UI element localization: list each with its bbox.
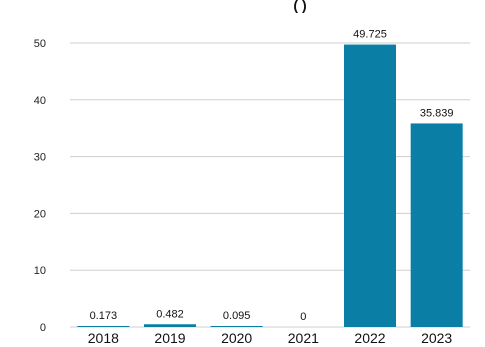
y-tick-label: 0 [40, 322, 46, 334]
x-tick-label-2018: 2018 [88, 330, 119, 346]
x-tick-label-2022: 2022 [354, 330, 385, 346]
data-label-2023: 35.839 [420, 107, 454, 119]
bars [77, 44, 463, 327]
data-label-2022: 49.725 [353, 29, 387, 41]
x-tick-label-2020: 2020 [221, 330, 252, 346]
y-axis: 0 10 20 30 40 50 [34, 38, 46, 334]
bar-2022 [344, 44, 396, 327]
chart-title-fragment: ( ) [293, 0, 306, 13]
y-tick-label: 50 [34, 38, 46, 50]
y-tick-label: 30 [34, 152, 46, 164]
gridlines [70, 42, 470, 328]
x-tick-label-2021: 2021 [288, 330, 319, 346]
data-label-2018: 0.173 [90, 310, 118, 322]
data-label-2019: 0.482 [156, 308, 184, 320]
x-tick-label-2023: 2023 [421, 330, 452, 346]
bar-2020 [210, 326, 263, 327]
x-axis: 2018 2019 2020 2021 2022 2023 [88, 330, 453, 346]
data-labels: 0.173 0.482 0.095 0 49.725 35.839 [90, 29, 454, 323]
bar-2018 [77, 326, 130, 327]
bar-2019 [144, 324, 196, 327]
y-tick-label: 20 [34, 208, 46, 220]
y-tick-label: 40 [34, 95, 46, 107]
bar-2023 [410, 123, 463, 327]
data-label-2021: 0 [300, 311, 306, 323]
y-tick-label: 10 [34, 265, 46, 277]
x-tick-label-2019: 2019 [154, 330, 185, 346]
data-label-2020: 0.095 [223, 310, 251, 322]
